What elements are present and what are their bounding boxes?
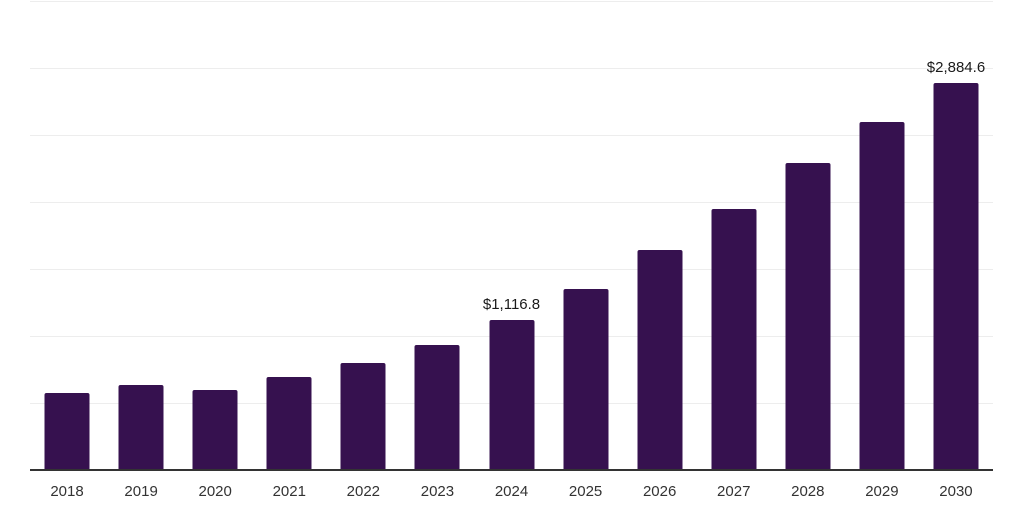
x-tick-2024: 2024 (494, 483, 529, 500)
x-tick-2019: 2019 (124, 483, 158, 500)
gridline-2000 (30, 202, 993, 203)
bar-slot-2021 (252, 0, 326, 471)
bar-slot-2026 (623, 0, 697, 471)
bar-slot-2023 (400, 0, 474, 471)
gridline-1500 (30, 269, 993, 270)
bar-2029[interactable] (859, 122, 905, 470)
x-tick-row: 2018 2019 2020 2021 2022 2023 2024 2025 2026 2027… (30, 483, 993, 500)
bar-2019[interactable] (118, 385, 164, 470)
bar-slot-2027 (697, 0, 771, 471)
x-tick-2021: 2021 (272, 483, 306, 500)
x-tick-2023: 2023 (420, 483, 455, 500)
bar-2018[interactable] (44, 392, 90, 470)
bar-2026[interactable] (637, 250, 683, 470)
bar-slot-2020 (178, 0, 252, 471)
bar-slot-2028 (771, 0, 845, 471)
bar-2022[interactable] (340, 363, 386, 470)
x-tick-2027: 2027 (717, 483, 751, 500)
x-tick-2025: 2025 (568, 483, 603, 500)
bar-2024[interactable] (489, 320, 534, 470)
bar-slot-2019 (104, 0, 178, 471)
bar-2023[interactable] (414, 345, 460, 470)
gridline-3500 (30, 1, 993, 2)
bar-slot-2022 (326, 0, 400, 471)
plot-area: $1,116.8 $2,884.6 (30, 0, 993, 471)
bar-slot-2029 (845, 0, 919, 471)
bar-2025[interactable] (563, 289, 609, 470)
bar-2020[interactable] (192, 389, 238, 470)
bar-value-label-2024: $1,116.8 (482, 296, 541, 314)
x-axis-line (30, 469, 993, 471)
bar-2028[interactable] (785, 163, 831, 470)
bar-slot-2018 (30, 0, 104, 471)
x-tick-2029: 2029 (865, 483, 899, 500)
bar-2021[interactable] (266, 377, 312, 470)
x-tick-2020: 2020 (198, 483, 232, 500)
x-tick-2028: 2028 (791, 483, 825, 500)
bar-2030[interactable] (933, 83, 979, 470)
bar-value-label-2030: $2,884.6 (926, 59, 986, 77)
gridline-2500 (30, 135, 993, 136)
bars: $1,116.8 $2,884.6 (30, 0, 993, 471)
bar-slot-2025 (549, 0, 623, 471)
bar-2027[interactable] (711, 208, 757, 470)
bar-slot-2030: $2,884.6 (919, 0, 993, 471)
gridline-3000 (30, 68, 993, 69)
x-tick-2018: 2018 (50, 483, 84, 500)
x-tick-2030: 2030 (939, 483, 973, 500)
x-tick-2022: 2022 (346, 483, 381, 500)
x-tick-2026: 2026 (642, 483, 677, 500)
bar-slot-2024: $1,116.8 (474, 0, 548, 471)
